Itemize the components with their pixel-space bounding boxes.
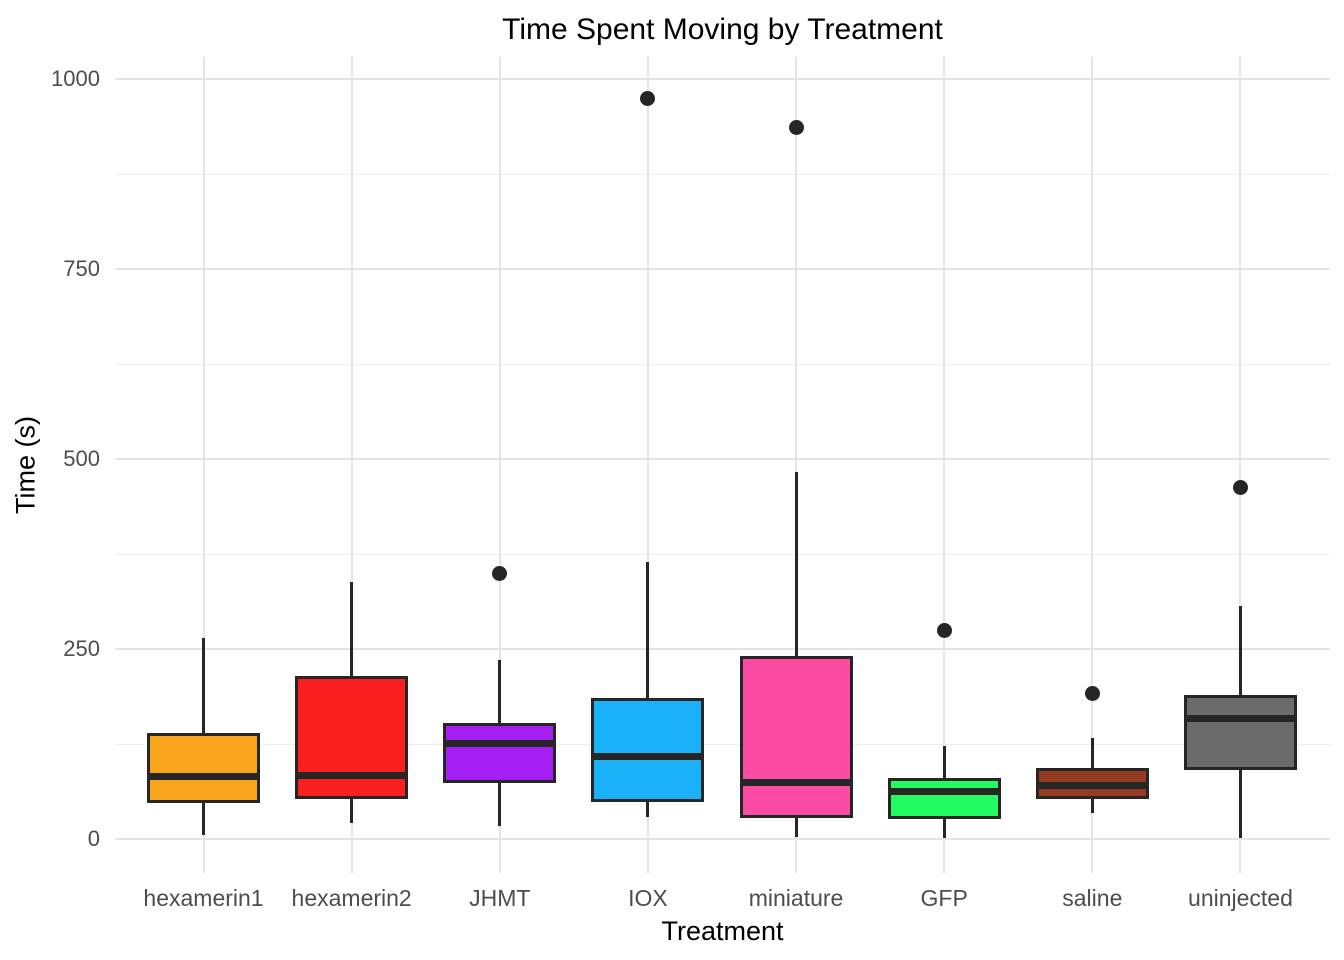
boxplot-median-IOX [591,752,705,760]
gridline-major [115,78,1330,80]
gridline-major [115,648,1330,650]
boxplot-median-miniature [739,779,853,787]
boxplot-box-GFP [887,778,1001,820]
gridline-major [115,838,1330,840]
x-tick-label: GFP [920,885,968,911]
boxplot-box-hexamerin2 [295,675,409,800]
outlier-point-miniature [788,120,804,136]
boxplot-box-miniature [739,655,853,818]
plot-panel [115,57,1330,873]
y-tick-label: 500 [63,446,100,471]
gridline-minor [115,743,1330,745]
boxplot-box-hexamerin1 [147,732,260,804]
gridline-minor [115,553,1330,555]
outlier-point-uninjected [1232,479,1248,495]
outlier-point-IOX [640,91,656,107]
gridline-vertical [202,57,205,873]
boxplot-box-IOX [591,698,705,802]
boxplot-median-GFP [887,788,1001,796]
gridline-vertical [1091,57,1094,873]
gridline-major [115,268,1330,270]
x-tick-label: hexamerin2 [291,885,412,911]
gridline-vertical [646,57,649,873]
x-tick-label: uninjected [1188,885,1293,911]
x-tick-label: IOX [628,885,668,911]
chart-title: Time Spent Moving by Treatment [502,13,943,46]
x-tick-label: hexamerin1 [143,885,264,911]
boxplot-whisker-IOX [646,562,650,817]
outlier-point-saline [1084,686,1100,702]
boxplot-box-uninjected [1183,695,1297,770]
boxplot-box-JHMT [443,722,557,783]
y-tick-label: 250 [63,636,100,661]
boxplot-median-saline [1035,782,1149,790]
gridline-vertical [350,57,353,873]
gridline-vertical [498,57,501,873]
gridline-minor [115,363,1330,365]
y-tick-label: 1000 [51,66,100,91]
gridline-vertical [795,57,798,873]
gridline-vertical [943,57,946,873]
x-tick-label: saline [1062,885,1123,911]
boxplot-whisker-miniature [794,471,798,837]
gridline-major [115,458,1330,460]
y-tick-label: 0 [87,826,100,851]
outlier-point-JHMT [492,565,508,581]
gridline-minor [115,173,1330,175]
boxplot-median-hexamerin2 [295,771,409,779]
gridline-vertical [1239,57,1242,873]
y-tick-label: 750 [63,256,100,281]
boxplot-median-hexamerin1 [147,773,260,781]
outlier-point-GFP [936,623,952,639]
x-axis-title: Treatment [661,916,784,946]
boxplot-median-JHMT [443,739,557,747]
x-tick-label: miniature [748,885,844,911]
x-tick-label: JHMT [469,885,531,911]
boxplot-median-uninjected [1183,714,1297,722]
